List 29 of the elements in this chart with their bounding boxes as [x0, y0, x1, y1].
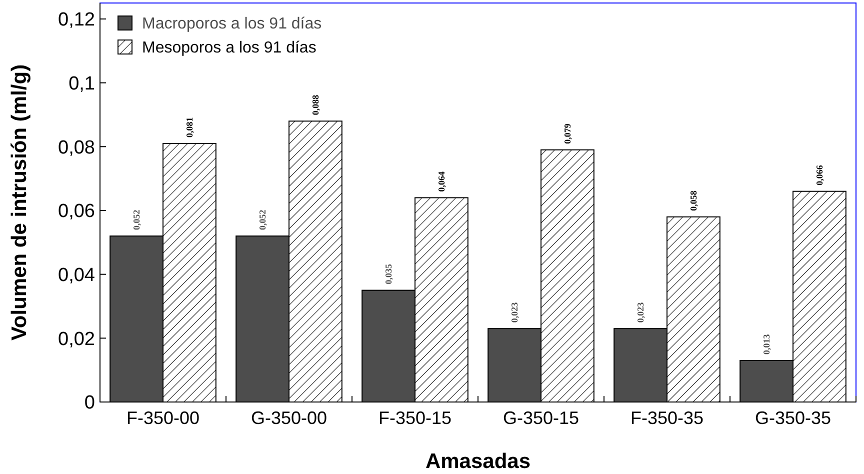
legend-label: Mesoporos a los 91 días — [142, 40, 316, 57]
y-tick-label: 0,08 — [58, 137, 95, 158]
y-tick-label: 0,02 — [58, 328, 95, 350]
data-label: 0,052 — [132, 209, 142, 230]
data-label: 0,013 — [762, 334, 772, 355]
x-tick-label: G-350-15 — [502, 408, 580, 428]
y-axis-title: Volumen de intrusión (ml/g) — [8, 64, 31, 341]
x-axis-title: Amasadas — [425, 450, 531, 473]
data-label: 0,064 — [436, 170, 446, 192]
y-tick-label: 0 — [84, 392, 95, 414]
data-label: 0,023 — [636, 302, 646, 323]
x-tick-label: G-350-35 — [754, 408, 832, 428]
data-label: 0,088 — [310, 94, 320, 116]
x-tick-label: F-350-35 — [630, 408, 704, 428]
data-label: 0,066 — [814, 164, 824, 186]
data-label: 0,023 — [510, 302, 520, 323]
y-tick-label: 0,06 — [58, 201, 95, 222]
legend-label: Macroporos a los 91 días — [142, 16, 322, 33]
x-tick-label: F-350-15 — [378, 408, 452, 428]
x-tick-label: G-350-00 — [250, 408, 328, 428]
x-tick-label: F-350-00 — [126, 408, 200, 428]
data-label: 0,052 — [258, 209, 268, 230]
y-tick-label: 0,12 — [58, 10, 95, 31]
data-label: 0,035 — [384, 264, 394, 284]
data-label: 0,081 — [184, 116, 194, 138]
y-tick-label: 0,1 — [68, 73, 95, 94]
y-tick-label: 0,04 — [58, 264, 96, 286]
data-label: 0,079 — [562, 123, 572, 144]
data-label: 0,058 — [688, 190, 698, 211]
